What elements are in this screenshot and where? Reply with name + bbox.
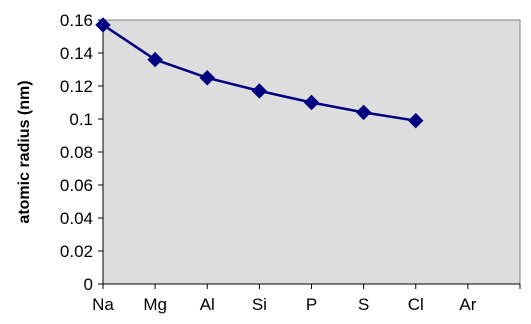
x-tick-label: Cl xyxy=(408,295,424,314)
y-tick-label: 0.12 xyxy=(60,77,93,96)
y-axis: 0 0.02 0.04 0.06 0.08 0.1 0.12 0.14 0.16 xyxy=(60,11,104,294)
data-point-marker xyxy=(95,17,111,33)
data-point-marker xyxy=(303,94,320,111)
y-tick-label: 0.02 xyxy=(60,242,93,261)
data-point-marker xyxy=(355,104,372,121)
data-point-marker xyxy=(251,83,268,99)
data-point-marker xyxy=(147,51,163,68)
x-tick-label: Si xyxy=(252,295,267,314)
y-tick-label: 0.08 xyxy=(60,143,93,162)
y-tick-label: 0.16 xyxy=(60,11,93,30)
x-tick-label: Na xyxy=(92,295,114,314)
y-tick-label: 0.06 xyxy=(60,176,93,195)
x-tick-label: S xyxy=(358,295,369,314)
x-tick-label: Al xyxy=(200,295,215,314)
x-axis: Na Mg Al Si P S Cl Ar xyxy=(92,283,521,314)
data-markers xyxy=(95,17,424,129)
data-point-marker xyxy=(199,70,215,86)
x-tick-label: P xyxy=(306,295,317,314)
y-tick-label: 0.14 xyxy=(60,44,93,63)
y-tick-label: 0 xyxy=(84,275,93,294)
x-tick-label: Ar xyxy=(459,295,476,314)
y-tick-label: 0.04 xyxy=(60,209,93,228)
y-axis-title: atomic radius (nm) xyxy=(16,80,33,223)
x-tick-label: Mg xyxy=(143,295,167,314)
y-tick-label: 0.1 xyxy=(69,110,93,129)
plot-area xyxy=(102,19,521,285)
data-point-marker xyxy=(408,112,424,129)
